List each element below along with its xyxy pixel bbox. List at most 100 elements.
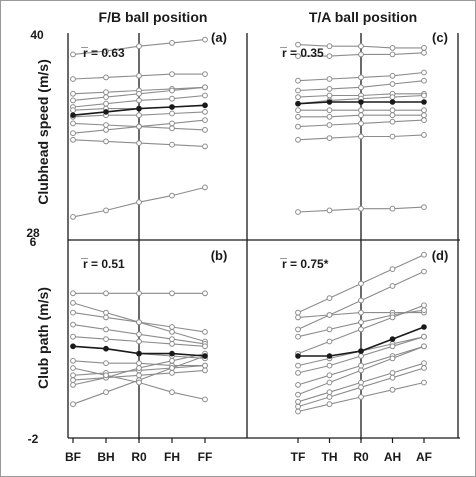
panel-b-subject-point bbox=[70, 372, 76, 379]
panel-b-subject-point bbox=[103, 372, 109, 379]
panel-c-subject-point bbox=[358, 51, 364, 58]
panel-c-label: (c) bbox=[432, 30, 448, 45]
panel-b-subject-point bbox=[136, 319, 142, 326]
panel-d-mean-point bbox=[295, 353, 301, 359]
panel-b-subject-point bbox=[136, 365, 142, 371]
panel-c-subject-point bbox=[421, 112, 427, 119]
panel-a-subject-point bbox=[136, 140, 142, 147]
panel-b-subject-point bbox=[202, 343, 208, 350]
panel-b-subject-point bbox=[70, 333, 76, 340]
panel-b-subject-point bbox=[169, 290, 175, 297]
panel-d-subject-point bbox=[421, 251, 427, 258]
panel-b-label: (b) bbox=[211, 248, 228, 263]
panel-a-subject-point bbox=[169, 192, 175, 199]
ytick-bottom-min: -2 bbox=[28, 432, 39, 446]
panel-a-mean-point bbox=[169, 104, 175, 110]
panel-c-subject-point bbox=[421, 92, 427, 99]
panel-a-subject-point bbox=[202, 71, 208, 77]
panel-b-mean-point bbox=[103, 345, 109, 352]
panel-d-subject-point bbox=[389, 355, 396, 362]
panel-c-subject-point bbox=[326, 135, 333, 142]
panel-d-subject-point bbox=[295, 326, 301, 333]
panel-c-subject-point bbox=[389, 112, 396, 119]
panel-c-subject-point bbox=[421, 117, 427, 123]
panel-b-subject-point bbox=[103, 314, 109, 321]
panel-d-mean-point bbox=[389, 336, 396, 342]
panel-b-subject-point bbox=[70, 365, 76, 371]
panel-d-subject-point bbox=[326, 389, 333, 396]
panel-a-subject-point bbox=[70, 130, 76, 137]
panel-a-subject-point bbox=[70, 76, 76, 82]
panel-a-subject-point bbox=[70, 90, 76, 97]
panel-b-subject-point bbox=[70, 377, 76, 384]
panel-b-subject-point bbox=[169, 370, 175, 376]
panel-d-subject-point bbox=[326, 372, 333, 379]
panel-b-subject-point bbox=[136, 360, 142, 367]
panel-d-subject-point bbox=[326, 394, 333, 400]
panel-d-subject-point bbox=[421, 268, 427, 275]
panel-b-subject-point bbox=[136, 331, 142, 338]
panel-a-subject-point bbox=[70, 107, 76, 114]
panel-c-subject-point bbox=[295, 107, 301, 114]
panel-c-subject-point bbox=[326, 43, 333, 50]
panel-a-subject-point bbox=[169, 110, 175, 117]
panel-c-subject-point bbox=[421, 132, 427, 138]
panel-b-subject-point bbox=[169, 341, 175, 347]
panel-b-subject-point bbox=[136, 290, 142, 297]
panel-a-subject-point bbox=[169, 71, 175, 77]
panel-b-subject-point bbox=[136, 379, 142, 386]
panel-b-mean-point bbox=[202, 353, 208, 359]
panel-b-subject-point bbox=[70, 382, 76, 388]
panel-d-subject-point bbox=[358, 394, 364, 400]
panel-d-mean-point bbox=[358, 348, 364, 354]
panel-d-subject-point bbox=[326, 312, 333, 318]
ytick-top-max: 40 bbox=[30, 28, 44, 42]
panel-b-subject-point bbox=[202, 329, 208, 335]
panel-b-subject-point bbox=[70, 309, 76, 316]
panel-a-subject-point bbox=[136, 72, 142, 79]
panel-b-subject-point bbox=[136, 372, 142, 379]
panel-a-subject-point bbox=[202, 92, 208, 99]
panel-d-subject-point bbox=[358, 326, 364, 333]
panel-c-subject-point bbox=[326, 122, 333, 128]
panel-c-subject-point bbox=[358, 133, 364, 140]
panel-c-subject-point bbox=[326, 76, 333, 82]
panel-d-subject-point bbox=[358, 379, 364, 386]
panel-b-subject-point bbox=[202, 367, 208, 374]
panel-c-subject-point bbox=[326, 113, 333, 120]
panel-a-subject-point bbox=[103, 126, 109, 133]
panel-c-subject-point bbox=[389, 118, 396, 125]
panel-d-subject-point bbox=[389, 370, 396, 376]
panel-c-subject-point bbox=[326, 92, 333, 99]
panel-b-subject-point bbox=[169, 357, 175, 364]
panel-c-subject-point bbox=[295, 53, 301, 59]
panel-a-subject-point bbox=[136, 123, 142, 130]
panel-c-subject-point bbox=[295, 123, 301, 130]
panel-b-subject-point bbox=[70, 321, 76, 328]
panel-c-r-value: r̅ = 0.35 bbox=[280, 46, 324, 60]
panel-a-subject-point bbox=[169, 87, 175, 94]
panel-d-subject-point bbox=[389, 386, 396, 393]
panel-c-subject-point bbox=[358, 74, 364, 81]
panel-d-subject-point bbox=[358, 384, 364, 391]
panel-c-mean-point bbox=[358, 99, 364, 105]
panel-d-subject-point bbox=[421, 333, 427, 340]
panel-b-subject-point bbox=[103, 290, 109, 297]
panel-b-subject-point bbox=[169, 324, 175, 330]
panel-c-subject-point bbox=[389, 205, 396, 212]
panel-b-subject-point bbox=[103, 389, 109, 396]
panel-c-mean-point bbox=[295, 100, 301, 107]
x-tick-label-fh: FH bbox=[164, 450, 180, 464]
panel-d-subject-point bbox=[421, 379, 427, 386]
x-tick-label-bf: BF bbox=[65, 450, 81, 464]
panel-d-subject-point bbox=[421, 360, 427, 367]
panel-b-subject-point bbox=[103, 326, 109, 333]
panel-b-mean-point bbox=[70, 343, 76, 350]
panel-c-subject-point bbox=[421, 45, 427, 51]
panel-d-subject-point bbox=[326, 338, 333, 345]
panel-c-subject-point bbox=[389, 72, 396, 79]
panel-a-subject-point bbox=[103, 207, 109, 214]
panel-c-subject-point bbox=[295, 94, 301, 100]
panel-d-subject-point bbox=[295, 333, 301, 340]
panel-d-subject-point bbox=[295, 370, 301, 376]
